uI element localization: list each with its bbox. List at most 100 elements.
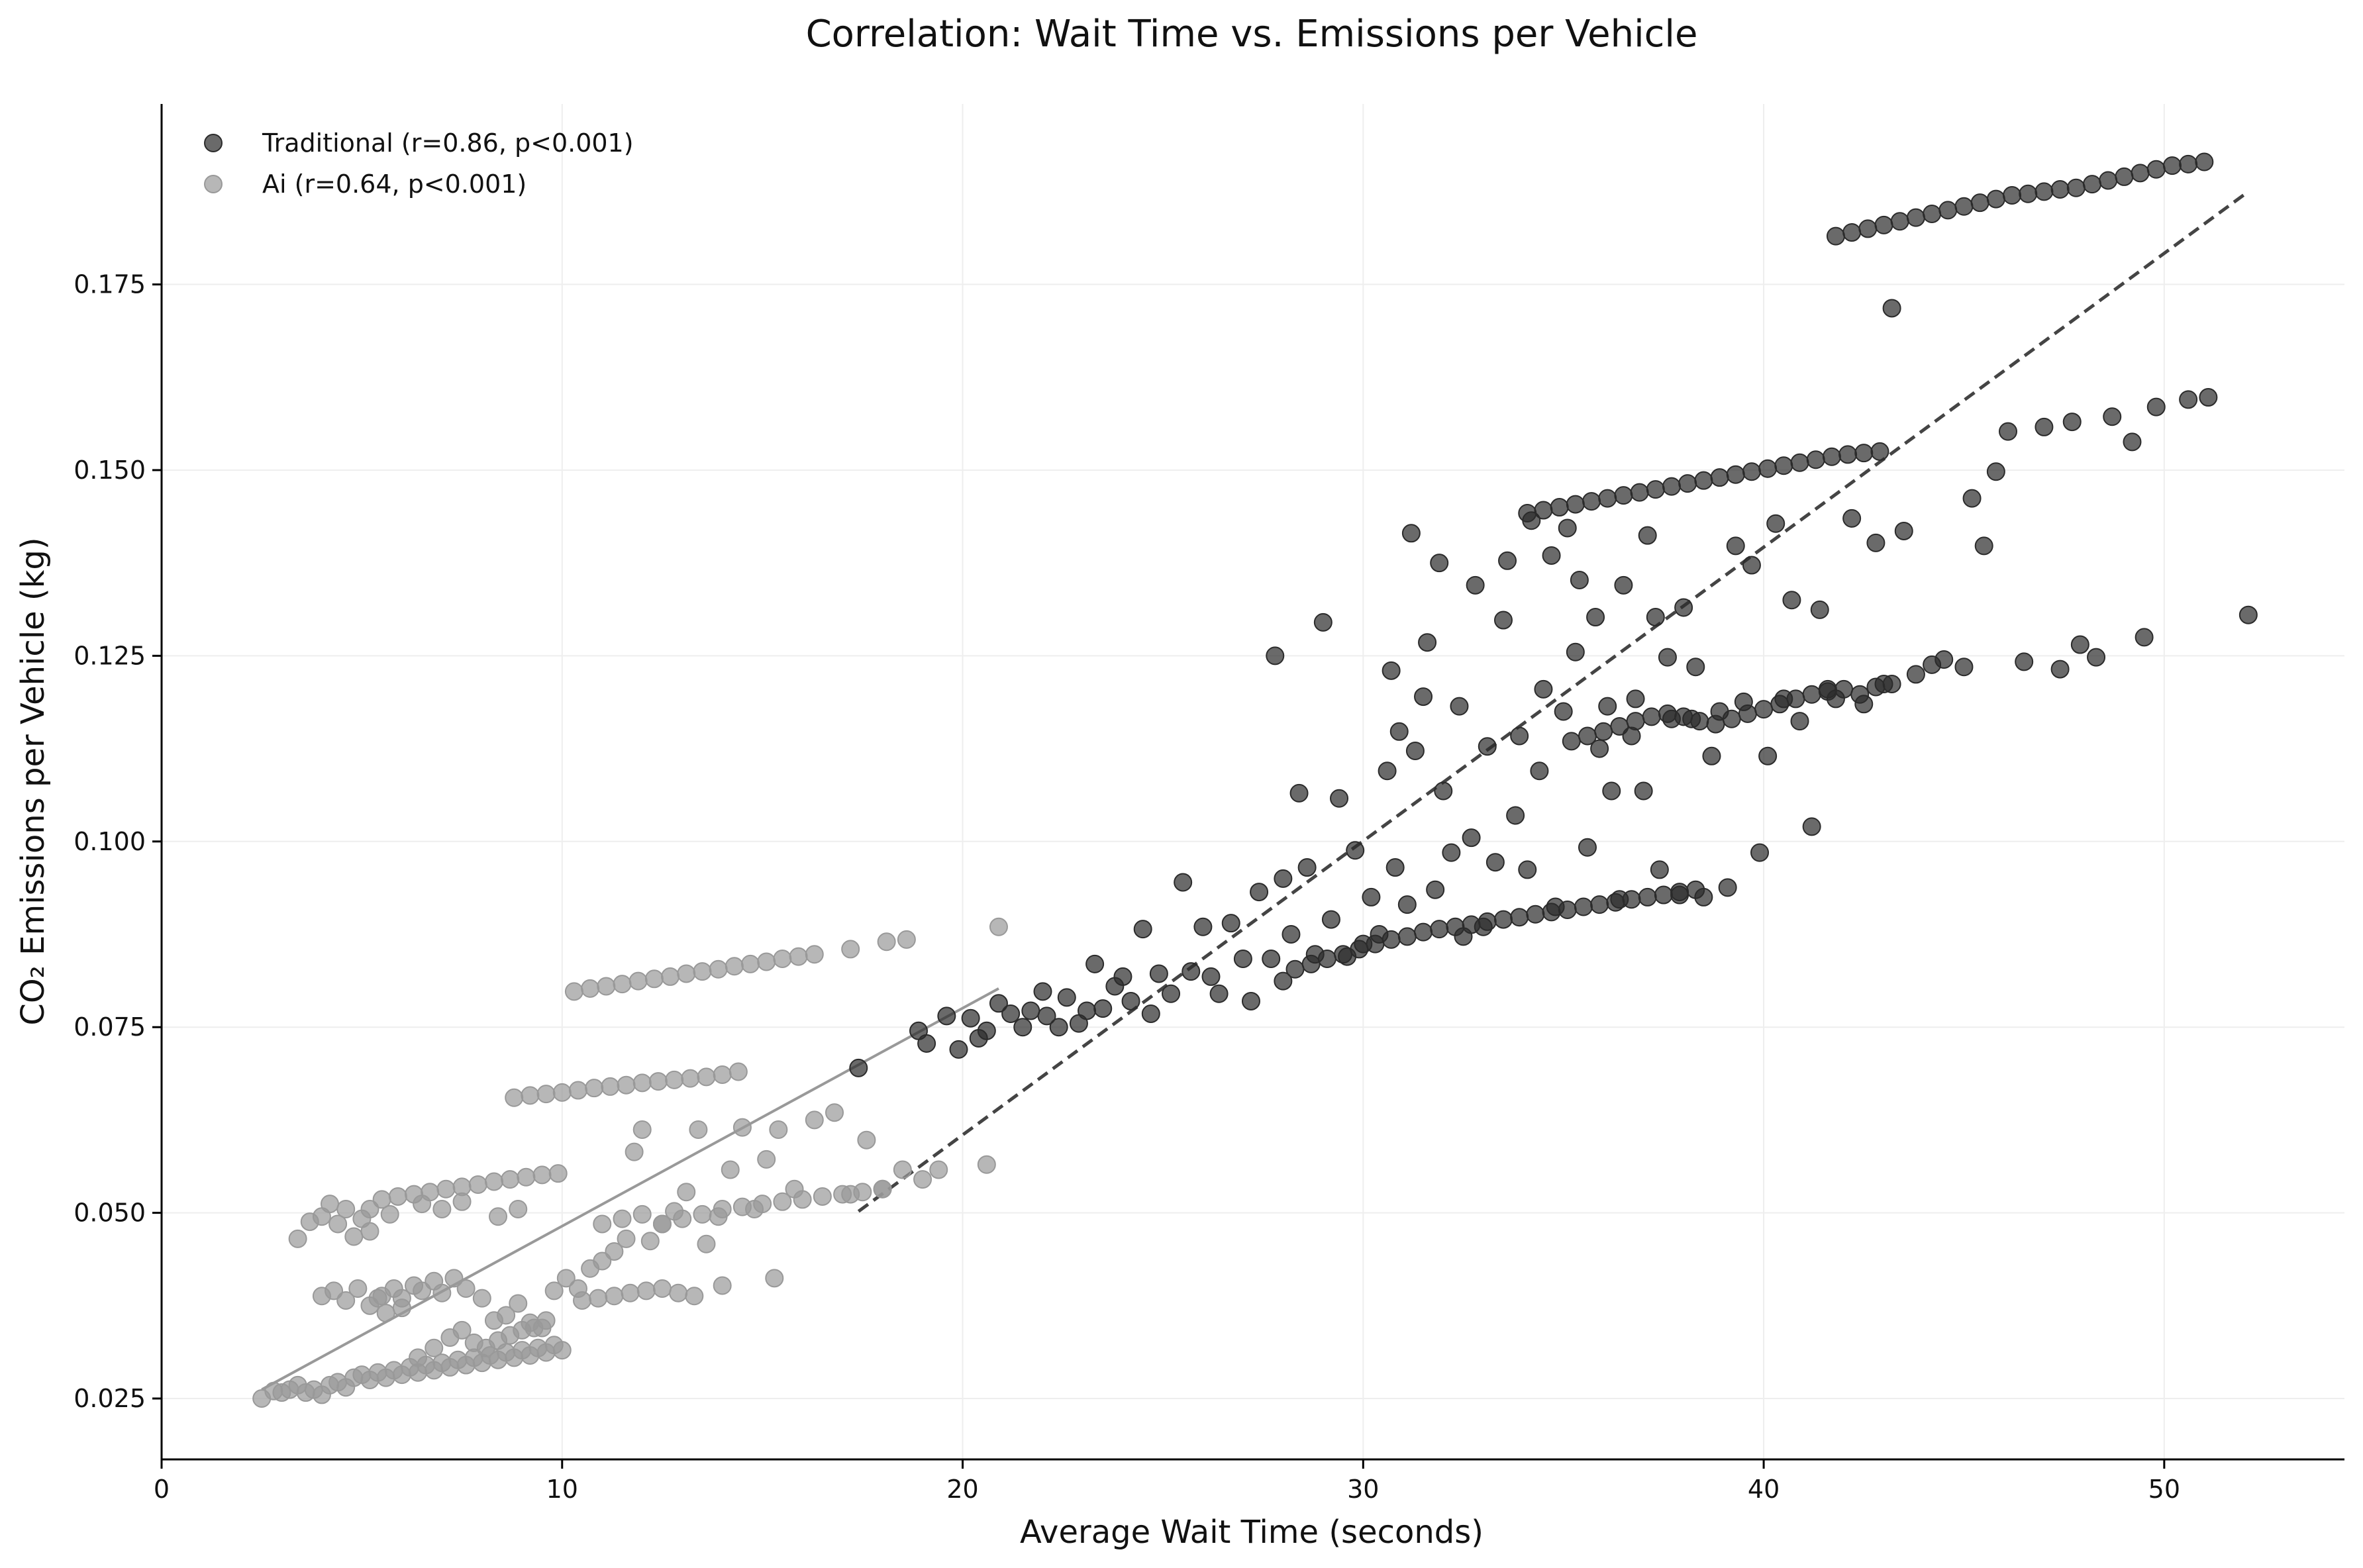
ai-point bbox=[536, 1311, 556, 1330]
traditional-point bbox=[1654, 885, 1673, 905]
traditional-point bbox=[2019, 184, 2038, 203]
traditional-point bbox=[2146, 160, 2166, 179]
traditional-point bbox=[2035, 417, 2054, 436]
traditional-point bbox=[1658, 648, 1677, 667]
traditional-point bbox=[1334, 945, 1353, 964]
traditional-point bbox=[1534, 501, 1553, 520]
ai-point bbox=[589, 1289, 608, 1308]
traditional-point bbox=[1610, 716, 1629, 736]
ai-point bbox=[741, 954, 760, 973]
traditional-point bbox=[1638, 887, 1657, 906]
traditional-point bbox=[1049, 1018, 1068, 1037]
trendline-traditional-line bbox=[857, 190, 2250, 1213]
ai-point bbox=[489, 1207, 508, 1226]
ai-point bbox=[521, 1086, 540, 1105]
ai-point bbox=[841, 940, 860, 959]
traditional-point bbox=[1462, 828, 1481, 848]
ai-point bbox=[813, 1187, 832, 1206]
ai-point bbox=[452, 1192, 472, 1211]
axes bbox=[160, 104, 2344, 1461]
ai-point bbox=[617, 1229, 636, 1248]
ai-point bbox=[380, 1204, 399, 1224]
legend-label-traditional: Traditional (r=0.86, p<0.001) bbox=[262, 128, 634, 158]
traditional-point bbox=[1702, 746, 1721, 765]
traditional-point bbox=[1530, 761, 1549, 781]
traditional-point bbox=[1594, 722, 1613, 741]
legend-label-ai: Ai (r=0.64, p<0.001) bbox=[262, 170, 527, 199]
traditional-point bbox=[1874, 215, 1893, 234]
traditional-point bbox=[1478, 912, 1497, 931]
ai-point bbox=[436, 1179, 456, 1199]
traditional-point bbox=[1466, 575, 1485, 595]
x-tick-label: 30 bbox=[1347, 1475, 1379, 1504]
traditional-point bbox=[2146, 397, 2166, 416]
ai-point bbox=[605, 1287, 624, 1306]
y-axis-label: CO₂ Emissions per Vehicle (kg) bbox=[15, 537, 52, 1025]
traditional-point bbox=[1297, 858, 1317, 877]
traditional-point bbox=[1658, 704, 1677, 723]
traditional-point bbox=[1542, 903, 1561, 922]
traditional-point bbox=[1962, 489, 1982, 508]
traditional-point bbox=[961, 1008, 980, 1028]
ai-point bbox=[897, 930, 916, 949]
traditional-point bbox=[1001, 1004, 1021, 1024]
traditional-point bbox=[1542, 546, 1561, 565]
y-tick-label: 0.175 bbox=[74, 270, 146, 299]
traditional-point bbox=[1241, 991, 1260, 1010]
traditional-point bbox=[1182, 962, 1201, 981]
traditional-point bbox=[1835, 679, 1854, 699]
traditional-point bbox=[1266, 646, 1285, 665]
ai-point bbox=[552, 1341, 572, 1360]
ai-point bbox=[833, 1185, 852, 1204]
ai-point bbox=[632, 1120, 652, 1139]
traditional-point bbox=[1078, 1001, 1097, 1020]
traditional-point bbox=[1882, 299, 1901, 318]
traditional-point bbox=[917, 1034, 936, 1053]
ai-point bbox=[732, 1197, 752, 1216]
ai-point bbox=[625, 1142, 644, 1161]
traditional-point bbox=[1606, 893, 1625, 912]
traditional-point bbox=[1742, 462, 1761, 481]
ai-point bbox=[989, 917, 1008, 936]
traditional-point bbox=[2199, 388, 2218, 407]
traditional-point bbox=[1718, 878, 1737, 897]
traditional-point bbox=[1750, 843, 1770, 862]
traditional-point bbox=[1954, 197, 1974, 216]
traditional-point bbox=[1397, 927, 1417, 946]
ai-point bbox=[581, 979, 600, 998]
traditional-point bbox=[1662, 477, 1681, 496]
traditional-point bbox=[1598, 489, 1617, 508]
traditional-point bbox=[1650, 860, 1669, 879]
traditional-point bbox=[1430, 554, 1449, 573]
traditional-point bbox=[1646, 608, 1665, 627]
ai-point bbox=[693, 962, 712, 981]
traditional-point bbox=[1366, 934, 1385, 954]
traditional-point bbox=[1614, 486, 1633, 505]
traditional-point bbox=[1405, 741, 1425, 760]
traditional-point bbox=[1614, 575, 1633, 595]
traditional-point bbox=[1802, 817, 1821, 836]
ai-point bbox=[585, 1079, 604, 1098]
traditional-point bbox=[1397, 895, 1417, 914]
ai-point bbox=[652, 1279, 672, 1298]
ai-point bbox=[348, 1279, 368, 1298]
traditional-point bbox=[1642, 707, 1661, 726]
traditional-point bbox=[1590, 895, 1609, 914]
ai-point bbox=[321, 1195, 340, 1214]
traditional-point bbox=[2050, 660, 2070, 679]
traditional-point bbox=[1890, 212, 1909, 231]
traditional-point bbox=[1710, 468, 1729, 487]
traditional-point bbox=[1562, 732, 1581, 751]
ai-point bbox=[432, 1283, 452, 1302]
traditional-point bbox=[1426, 880, 1445, 899]
ai-point bbox=[497, 1306, 516, 1325]
traditional-point bbox=[1346, 841, 1365, 860]
traditional-point bbox=[1389, 722, 1409, 741]
ai-point bbox=[484, 1172, 503, 1191]
ai-point bbox=[388, 1187, 407, 1206]
traditional-point bbox=[1141, 1004, 1160, 1024]
x-tick-label: 0 bbox=[154, 1475, 170, 1504]
traditional-point bbox=[1923, 205, 1942, 224]
ai-point bbox=[721, 1160, 740, 1179]
traditional-point bbox=[2070, 635, 2089, 654]
